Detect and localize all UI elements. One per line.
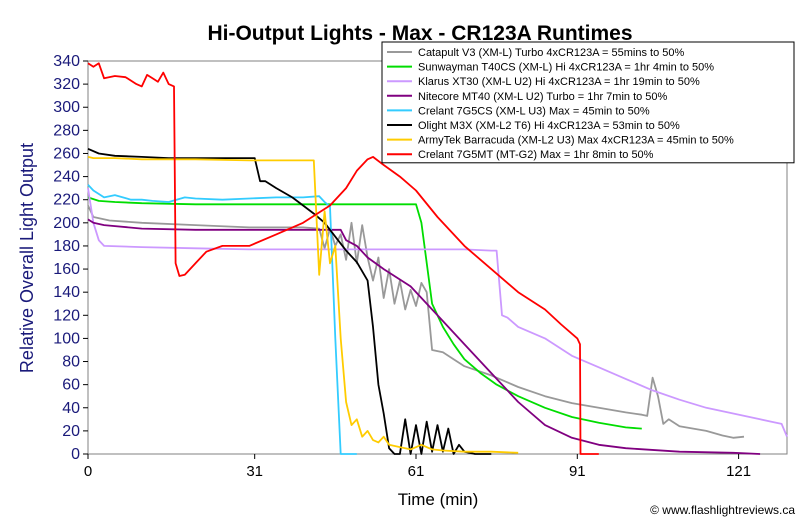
y-tick-label: 320 <box>53 76 80 93</box>
y-tick-label: 80 <box>62 354 80 371</box>
series-line-8 <box>87 62 599 455</box>
y-tick-label: 340 <box>53 53 80 70</box>
series-line-1 <box>87 205 745 439</box>
y-tick-label: 160 <box>53 261 80 278</box>
y-tick-label: 60 <box>62 377 80 394</box>
y-tick-label: 280 <box>53 122 80 139</box>
legend-label: Nitecore MT40 (XM-L U2) Turbo = 1hr 7min… <box>418 91 668 103</box>
y-tick-label: 260 <box>53 145 80 162</box>
y-tick-label: 220 <box>53 192 80 209</box>
y-tick-label: 120 <box>53 307 80 324</box>
credit-text: © www.flashlightreviews.ca <box>650 503 795 517</box>
legend-label: ArmyTek Barracuda (XM-L2 U3) Max 4xCR123… <box>418 135 734 147</box>
y-tick-label: 20 <box>62 423 80 440</box>
y-tick-label: 140 <box>53 284 80 301</box>
legend-label: Crelant 7G5MT (MT-G2) Max = 1hr 8min to … <box>418 149 654 161</box>
legend: Catapult V3 (XM-L) Turbo 4xCR123A = 55mi… <box>381 41 795 164</box>
y-tick-label: 300 <box>53 99 80 116</box>
x-tick-label: 0 <box>84 463 92 480</box>
y-tick-label: 0 <box>71 446 80 463</box>
x-tick-label: 31 <box>246 463 263 480</box>
series-lines <box>87 62 788 455</box>
series-line-6 <box>87 147 492 455</box>
x-axis-label: Time (min) <box>398 490 479 509</box>
legend-label: Catapult V3 (XM-L) Turbo 4xCR123A = 55mi… <box>418 47 684 59</box>
x-axis-ticks: 0 31 61 91 121 <box>84 454 751 480</box>
series-line-3 <box>87 187 788 438</box>
series-line-4 <box>87 218 761 455</box>
y-tick-label: 240 <box>53 169 80 186</box>
series-line-7 <box>87 156 519 454</box>
x-tick-label: 121 <box>726 463 751 480</box>
y-tick-label: 180 <box>53 238 80 255</box>
x-tick-label: 61 <box>408 463 425 480</box>
y-tick-label: 100 <box>53 330 80 347</box>
y-axis-ticks: 0 20 40 60 80 100 120 140 160 180 200 220 240 260 280 3… <box>53 53 88 463</box>
legend-box <box>381 41 795 164</box>
series-line-2 <box>87 196 642 430</box>
legend-label: Crelant 7G5CS (XM-L U3) Max = 45min to 5… <box>418 105 650 117</box>
y-axis-label: Relative Overall Light Output <box>17 143 37 373</box>
y-tick-label: 200 <box>53 215 80 232</box>
y-tick-label: 40 <box>62 400 80 417</box>
chart-title: Hi-Output Lights - Max - CR123A Runtimes <box>207 22 632 45</box>
legend-label: Klarus XT30 (XM-L U2) Hi 4xCR123A = 1hr … <box>418 76 700 88</box>
legend-label: Sunwayman T40CS (XM-L) Hi 4xCR123A = 1hr… <box>418 62 714 74</box>
legend-label: Olight M3X (XM-L2 T6) Hi 4xCR123A = 53mi… <box>418 120 680 132</box>
x-tick-label: 91 <box>569 463 586 480</box>
